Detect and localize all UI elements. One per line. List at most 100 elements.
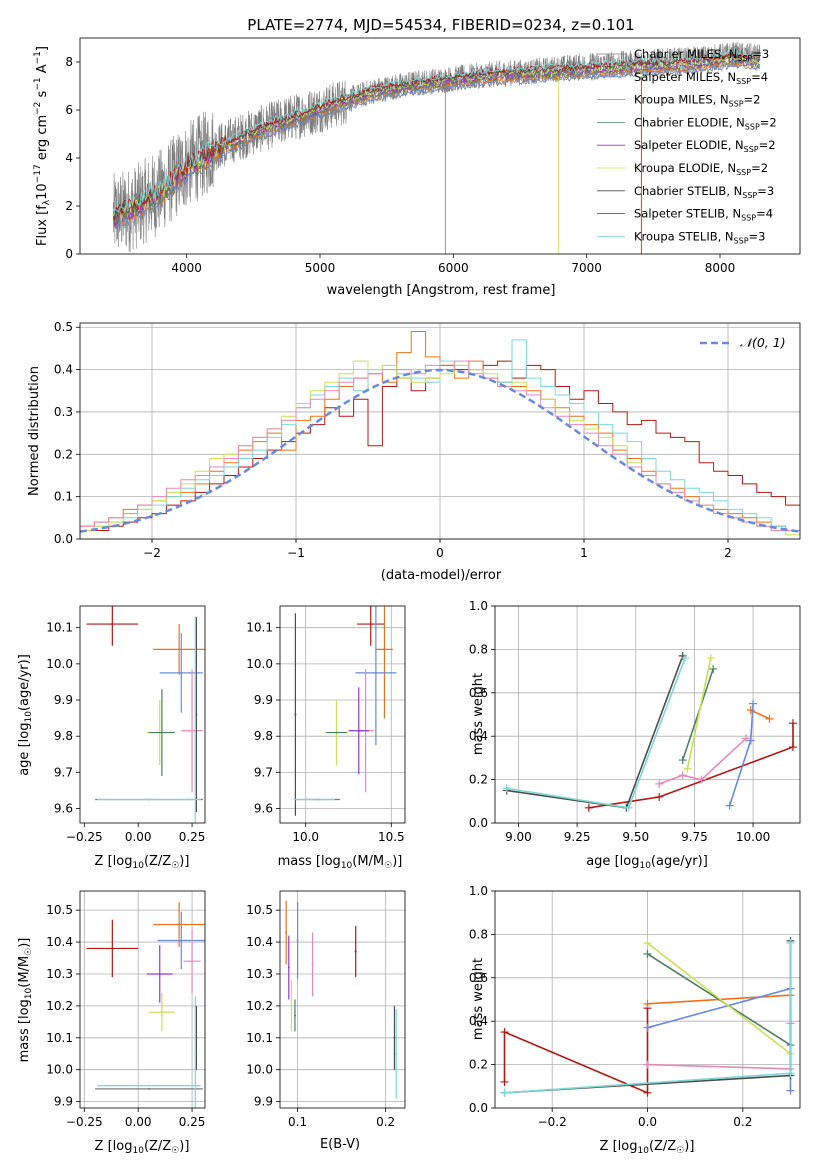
mass-vs-EBV-point xyxy=(393,1036,396,1039)
weight-vs-age-series-line xyxy=(658,737,747,785)
weight-vs-age-xtick-label: 9.75 xyxy=(681,830,708,844)
weight-vs-age-point-marker xyxy=(697,775,706,784)
age-vs-Z-point xyxy=(178,648,181,651)
age-vs-mass-xtick-label: 10.0 xyxy=(292,830,319,844)
age-vs-Z-point xyxy=(160,731,163,734)
mass-vs-EBV-axes-frame xyxy=(279,890,406,1109)
mass-vs-Z-point xyxy=(194,1052,197,1055)
residual-xtick-label: 1 xyxy=(580,546,588,560)
weight-vs-age-point-marker xyxy=(681,654,690,663)
age-vs-Z-xtick-label: −0.25 xyxy=(66,830,103,844)
spectrum-panel: PLATE=2774, MJD=54534, FIBERID=0234, z=0… xyxy=(33,16,801,298)
spectrum-axes-frame xyxy=(79,37,801,255)
weight-vs-Z-series-line xyxy=(647,942,791,1055)
weight-vs-Z-ytick-label: 0.6 xyxy=(469,971,488,985)
age-vs-Z-xtick-label: 0.00 xyxy=(125,830,152,844)
mass-vs-Z-ytick-label: 10.2 xyxy=(46,999,73,1013)
weight-vs-age-point-marker xyxy=(655,792,664,801)
weight-vs-age-point-marker xyxy=(584,803,593,812)
age-vs-mass-panel: 10.0 10.5 9.6 9.7 9.8 9.9 10.0 10.1 mass [log10… xyxy=(246,605,406,871)
weight-vs-age-point-marker xyxy=(655,779,664,788)
spectrum-ytick-label: 0 xyxy=(65,247,73,261)
mass-vs-EBV-ytick-label: 10.5 xyxy=(246,903,273,917)
age-vs-Z-ytick-label: 9.8 xyxy=(54,729,73,743)
mass-vs-Z-point xyxy=(147,1087,150,1090)
mass-vs-EBV-point xyxy=(354,950,357,953)
weight-vs-age-ytick-label: 1.0 xyxy=(469,599,488,613)
weight-vs-Z-xtick-label: 0.2 xyxy=(733,1115,752,1129)
model-spectrum-line xyxy=(112,57,761,228)
age-vs-Z-point xyxy=(180,671,183,674)
weight-vs-Z-xtick-label: 0.0 xyxy=(638,1115,657,1129)
weight-vs-age-point-marker xyxy=(502,784,511,793)
weight-vs-age-ytick-label: 0.2 xyxy=(469,773,488,787)
weight-vs-age-ytick-label: 0.8 xyxy=(469,642,488,656)
weight-vs-Z-point-marker xyxy=(500,1077,509,1086)
weight-vs-age-xtick-label: 9.25 xyxy=(564,830,591,844)
weight-vs-Z-point-marker xyxy=(786,1086,795,1095)
residual-xlabel: (data-model)/error xyxy=(381,568,502,583)
weight-vs-Z-point-marker xyxy=(500,1088,509,1097)
weight-vs-Z-ytick-label: 0.8 xyxy=(469,927,488,941)
weight-vs-age-point-marker xyxy=(788,719,797,728)
legend-entry-label: Chabrier ELODIE, NSSP=2 xyxy=(634,115,777,131)
age-vs-mass-ytick-label: 9.8 xyxy=(254,729,273,743)
weight-vs-age-point-marker xyxy=(725,801,734,810)
mass-vs-EBV-point xyxy=(287,966,290,969)
mass-vs-EBV-ytick-label: 10.1 xyxy=(246,1031,273,1045)
residual-xtick-label: 2 xyxy=(724,546,732,560)
spectrum-ytick-label: 2 xyxy=(65,199,73,213)
mass-vs-Z-axes-frame xyxy=(79,890,206,1109)
legend-entry-label: Salpeter MILES, NSSP=4 xyxy=(634,70,768,86)
weight-vs-age-ytick-label: 0.4 xyxy=(469,729,488,743)
mass-vs-Z-xtick-label: 0.00 xyxy=(125,1115,152,1129)
mass-vs-Z-panel: −0.25 0.00 0.25 9.9 10.0 10.1 10.2 10.3 10.4 10.5… xyxy=(17,890,206,1156)
residual-ytick-label: 0.4 xyxy=(54,363,73,377)
spectrum-xtick-label: 7000 xyxy=(571,261,602,275)
age-vs-mass-ytick-label: 10.0 xyxy=(246,657,273,671)
mass-vs-Z-point xyxy=(191,960,194,963)
age-vs-Z-panel: −0.25 0.00 0.25 9.6 9.7 9.8 9.9 10.0 10.1 Z [log… xyxy=(17,605,205,871)
weight-vs-age-point-marker xyxy=(709,664,718,673)
residual-xtick-label: 0 xyxy=(436,546,444,560)
mass-vs-EBV-panel: 0.1 0.2 9.9 10.0 10.1 10.2 10.3 10.4 10.5 E(B-V) xyxy=(246,890,406,1152)
legend-entry-label: Salpeter ELODIE, NSSP=2 xyxy=(634,138,776,154)
weight-vs-age-ytick-label: 0.0 xyxy=(469,816,488,830)
weight-vs-Z-point-marker xyxy=(786,1069,795,1078)
spectrum-xtick-label: 5000 xyxy=(305,261,336,275)
mass-vs-Z-ytick-label: 10.4 xyxy=(46,935,73,949)
residual-ytick-label: 0.3 xyxy=(54,405,73,419)
weight-vs-Z-xtick-label: −0.2 xyxy=(538,1115,567,1129)
weight-vs-age-ylabel: mass weight xyxy=(471,673,486,755)
residual-xtick-label: −1 xyxy=(287,546,305,560)
age-vs-Z-ytick-label: 9.9 xyxy=(54,693,73,707)
spectrum-xtick-label: 8000 xyxy=(705,261,736,275)
age-vs-mass-point xyxy=(357,729,360,732)
weight-vs-Z-ytick-label: 0.2 xyxy=(469,1058,488,1072)
weight-vs-Z-point-marker xyxy=(643,999,652,1008)
weight-vs-Z-axes-frame xyxy=(494,890,801,1109)
legend-entry-label: Chabrier STELIB, NSSP=3 xyxy=(634,184,774,200)
mass-vs-EBV-point xyxy=(296,939,299,942)
age-vs-mass-point xyxy=(369,623,372,626)
residual-histogram-panel: −2 −1 0 1 2 0.0 0.1 0.2 0.3 0.4 0.5 𝒩(0, 1) (data-… xyxy=(27,320,801,583)
age-vs-Z-ytick-label: 9.6 xyxy=(54,802,73,816)
weight-vs-Z-series-line xyxy=(503,1008,649,1095)
age-vs-mass-point xyxy=(383,648,386,651)
residual-legend: 𝒩(0, 1) xyxy=(700,335,786,350)
weight-vs-age-point-marker xyxy=(765,714,774,723)
age-vs-mass-xlabel: mass [log10(M/M☉)] xyxy=(278,854,403,871)
weight-vs-Z-point-marker xyxy=(643,939,652,948)
residual-ylabel: Normed distribution xyxy=(27,366,42,496)
age-vs-mass-point xyxy=(335,731,338,734)
weight-vs-age-panel: 9.00 9.25 9.50 9.75 10.000.00.20.40.60.81.0 … xyxy=(469,599,801,871)
weight-vs-age-series-line xyxy=(506,655,684,809)
legend-entry-label: 𝒩(0, 1) xyxy=(740,335,786,350)
weight-vs-age-point-marker xyxy=(624,803,633,812)
mass-vs-Z-ytick-label: 10.0 xyxy=(46,1063,73,1077)
mass-vs-EBV-ytick-label: 10.2 xyxy=(246,999,273,1013)
residual-xtick-label: −2 xyxy=(143,546,161,560)
weight-vs-Z-point-marker xyxy=(643,949,652,958)
weight-vs-Z-series-line xyxy=(647,1023,792,1070)
